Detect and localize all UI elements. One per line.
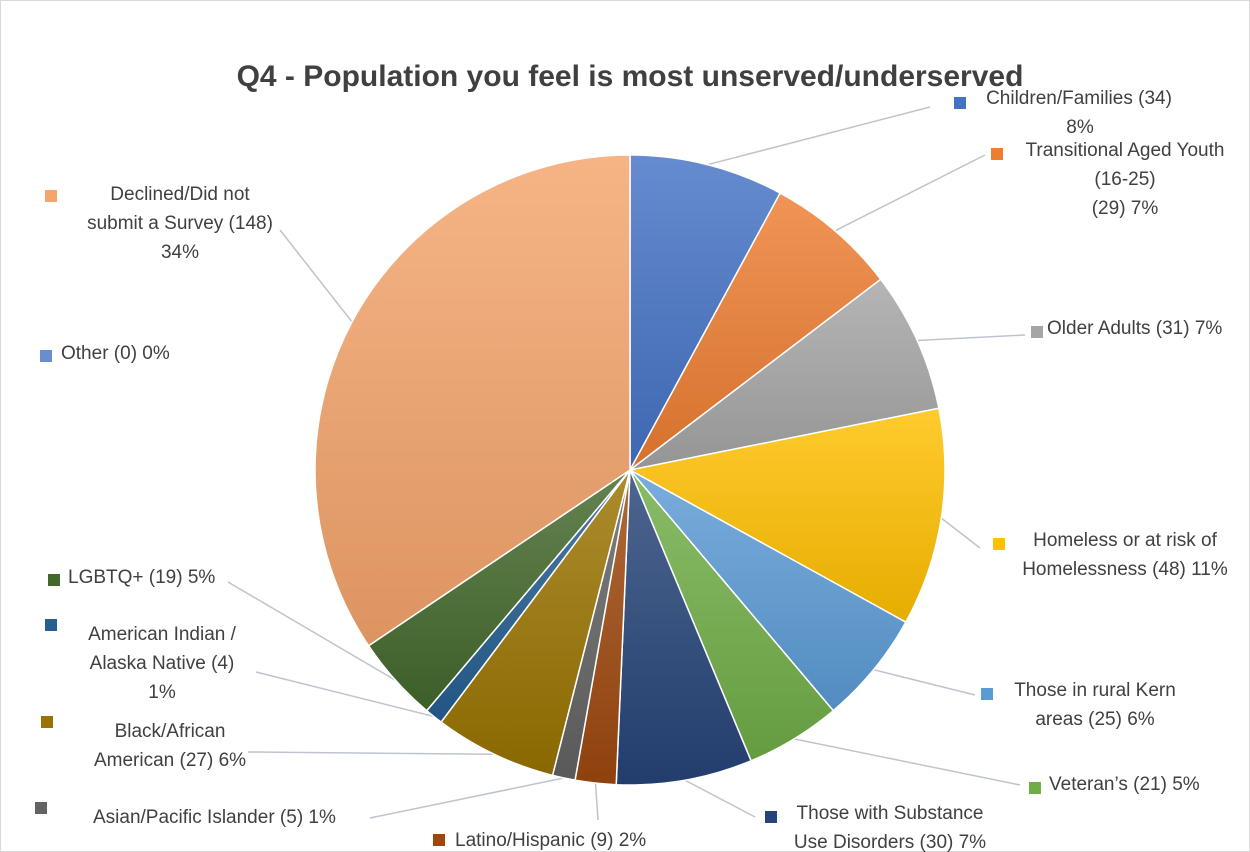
data-label-veteran-s: Veteran’s (21) 5% (1049, 774, 1200, 795)
data-labels: Children/Families (34) 8%Transitional Age… (35, 88, 1228, 852)
pie-slices (314, 154, 946, 786)
data-label-line: Older Adults (31) 7% (1047, 318, 1222, 339)
data-label-line: Declined/Did not (110, 184, 250, 205)
chart-title: Q4 - Population you feel is most unserve… (237, 60, 1024, 93)
slice-those-with-substance-use-disorders (615, 469, 753, 786)
leader-line-declined-did-not-submit-a-survey (279, 229, 353, 323)
leader-line-black-african-american (247, 751, 495, 755)
data-label-line: 1% (148, 682, 176, 703)
data-label-line: Alaska Native (4) (90, 653, 235, 674)
data-label-line: Veteran’s (21) 5% (1049, 774, 1200, 795)
data-label-line: Latino/Hispanic (9) 2% (455, 830, 646, 851)
data-label-those-with-substance-use-disorders: Those with Substance Use Disorders (30) 7… (794, 803, 986, 852)
leader-line-veteran-s (793, 738, 1021, 786)
data-label-declined-did-not-submit-a-survey: Declined/Did not submit a Survey (148) 34% (87, 184, 273, 263)
slice-older-adults (629, 278, 940, 471)
label-marker-homeless-or-at-risk-of-homelessness (993, 538, 1005, 550)
label-marker-those-in-rural-kern-areas (981, 688, 993, 700)
data-label-line: submit a Survey (148) (87, 213, 273, 234)
data-label-those-in-rural-kern-areas: Those in rural Kern areas (25) 6% (1014, 680, 1176, 730)
leader-line-older-adults (917, 334, 1026, 342)
leader-line-american-indian-alaska-native (255, 671, 435, 718)
slice-black-african-american (440, 469, 631, 777)
slice-homeless-or-at-risk-of-homelessness (627, 407, 946, 624)
data-label-line: Those in rural Kern (1014, 680, 1176, 701)
label-marker-other (40, 350, 52, 362)
label-marker-those-with-substance-use-disorders (765, 811, 777, 823)
data-label-line: 8% (1066, 117, 1094, 138)
data-label-latino-hispanic: Latino/Hispanic (9) 2% (455, 830, 646, 851)
data-label-line: Homeless or at risk of (1033, 530, 1217, 551)
leader-line-homeless-or-at-risk-of-homelessness (940, 517, 981, 549)
label-marker-children-families (954, 97, 966, 109)
leader-line-children-families (707, 106, 931, 166)
leader-line-transitional-aged-youth-16-25 (834, 154, 986, 232)
data-label-other: Other (0) 0% (61, 343, 170, 364)
label-marker-latino-hispanic (433, 834, 445, 846)
data-label-line: (16-25) (1094, 169, 1155, 190)
data-label-line: 34% (161, 242, 199, 263)
data-label-line: Use Disorders (30) 7% (794, 832, 986, 852)
data-label-line: Black/African (115, 721, 226, 742)
data-label-black-african-american: Black/African American (27) 6% (94, 721, 246, 771)
data-label-line: Children/Families (34) (986, 88, 1172, 109)
label-marker-asian-pacific-islander (35, 802, 47, 814)
data-label-line: Other (0) 0% (61, 343, 170, 364)
data-label-american-indian-alaska-native: American Indian / Alaska Native (4) 1% (88, 624, 237, 703)
data-label-line: areas (25) 6% (1035, 709, 1154, 730)
data-label-line: Those with Substance (797, 803, 984, 824)
label-marker-declined-did-not-submit-a-survey (45, 190, 57, 202)
label-marker-american-indian-alaska-native (45, 619, 57, 631)
data-label-line: Homelessness (48) 11% (1022, 559, 1228, 580)
data-label-line: Transitional Aged Youth (1026, 140, 1225, 161)
data-label-older-adults: Older Adults (31) 7% (1047, 318, 1222, 339)
label-marker-black-african-american (41, 716, 53, 728)
data-label-asian-pacific-islander: Asian/Pacific Islander (5) 1% (93, 807, 336, 828)
label-marker-older-adults (1031, 326, 1043, 338)
leader-line-asian-pacific-islander (369, 777, 564, 819)
data-label-line: American (27) 6% (94, 750, 246, 771)
data-label-transitional-aged-youth-16-25: Transitional Aged Youth (16-25) (29) 7% (1026, 140, 1225, 219)
label-marker-lgbtq (48, 574, 60, 586)
data-label-lgbtq: LGBTQ+ (19) 5% (68, 567, 215, 588)
leader-line-those-with-substance-use-disorders (684, 779, 756, 818)
leader-line-lgbtq (227, 581, 396, 681)
data-label-homeless-or-at-risk-of-homelessness: Homeless or at risk of Homelessness (48) … (1022, 530, 1228, 580)
leader-line-latino-hispanic (594, 783, 599, 821)
leader-line-those-in-rural-kern-areas (873, 668, 976, 696)
label-marker-veteran-s (1029, 782, 1041, 794)
data-label-children-families: Children/Families (34) 8% (986, 88, 1172, 138)
data-label-line: Asian/Pacific Islander (5) 1% (93, 807, 336, 828)
slice-transitional-aged-youth-16-25 (629, 192, 882, 471)
label-marker-transitional-aged-youth-16-25 (991, 148, 1003, 160)
leader-lines (227, 106, 1026, 821)
slice-declined-did-not-submit-a-survey (314, 154, 631, 647)
data-label-line: American Indian / (88, 624, 237, 645)
data-label-line: (29) 7% (1092, 198, 1159, 219)
data-label-line: LGBTQ+ (19) 5% (68, 567, 215, 588)
slice-children-families (629, 154, 782, 471)
